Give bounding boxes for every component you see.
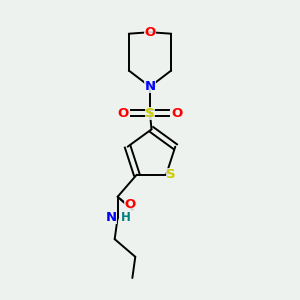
Text: O: O xyxy=(172,107,183,120)
Text: S: S xyxy=(166,168,175,181)
Text: H: H xyxy=(121,212,131,224)
Text: O: O xyxy=(117,107,128,120)
Text: N: N xyxy=(106,212,117,224)
Text: O: O xyxy=(144,26,156,39)
Text: O: O xyxy=(124,198,136,211)
Text: S: S xyxy=(145,107,155,120)
Text: N: N xyxy=(144,80,156,93)
